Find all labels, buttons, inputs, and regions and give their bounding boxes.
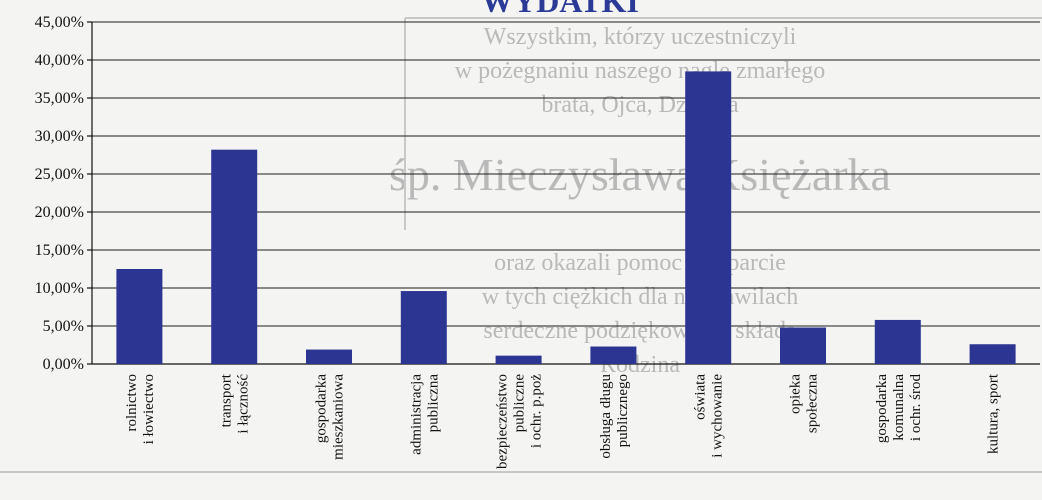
x-tick-label-line: publiczne [512,374,528,433]
x-tick-label-line: i łowiectwo [141,374,157,444]
x-tick-label-line: oświata [693,374,709,420]
x-tick-label: transport i łączność [219,373,252,433]
y-tick-label: 5,00% [43,318,84,335]
x-tick-label-line: gospodarka [874,374,890,443]
x-tick-label: opieka społeczna [788,374,821,433]
x-tick-label: bezpieczeństwo publiczne i ochr. p.poż [495,374,545,469]
x-tick-label-line: i wychowanie [710,374,726,458]
bar [874,319,921,364]
y-tick-label: 10,00% [35,280,84,297]
x-tick-label-line: opieka [788,374,804,414]
x-tick-label: oświata i wychowanie [693,374,726,458]
bar [211,149,258,364]
x-tick-label-line: administracja [408,374,424,455]
y-tick-label: 25,00% [35,166,84,183]
x-tick-label-line: i ochr. p.poż [529,374,545,448]
x-tick-label: administracja publiczna [408,374,441,455]
x-tick-label-line: transport [219,373,235,427]
bar [590,346,637,364]
x-tick-labels: rolnictwo i łowiectwo transport i łączność g… [124,373,1002,469]
x-tick-label: rolnictwo i łowiectwo [124,374,157,444]
x-tick-label-line: publicznego [615,374,631,447]
y-tick-label: 35,00% [35,90,84,107]
x-tick-label-line: rolnictwo [124,374,140,432]
bar [495,355,542,364]
bar [969,344,1016,364]
background-text-line: w pożegnaniu naszego nagle zmarłego [455,58,826,84]
x-tick-label-line: mieszkaniowa [331,374,347,460]
bar [685,71,732,365]
x-tick-label: gospodarka mieszkaniowa [314,374,347,460]
x-tick-label-line: kultura, sport [986,373,1002,454]
x-tick-label-line: obsługa długu [598,374,614,459]
bar [780,327,826,364]
x-tick-label-line: komunalna [891,374,907,441]
background-text-line: oraz okazali pomoc i wsparcie [494,250,786,276]
bar [306,349,352,364]
y-tick-label: 20,00% [35,204,84,221]
y-tick-label: 15,00% [35,242,84,259]
x-tick-label: kultura, sport [986,373,1002,454]
y-tick-label: 45,00% [35,14,84,31]
bar [116,269,163,364]
y-tick-labels: 0,00% 5,00% 10,00% 15,00% 20,00% 25,00% 30,00%… [35,14,84,373]
x-tick-label-line: społeczna [805,374,821,433]
x-tick-label-line: bezpieczeństwo [495,374,511,469]
background-text-line: Wszystkim, którzy uczestniczyli [484,24,797,50]
x-tick-label-line: gospodarka [314,374,330,443]
x-tick-label-line: i łączność [236,374,252,434]
y-tick-label: 40,00% [35,52,84,69]
y-tick-label: 0,00% [43,356,84,373]
x-tick-label: obsługa długu publicznego [598,374,631,459]
chart-title: WYDATKI [481,0,639,19]
x-tick-label-line: publiczna [425,374,441,433]
x-tick-label: gospodarka komunalna i ochr. środ [874,374,924,444]
background-text-line: serdeczne podziękowania składa [483,318,797,344]
x-tick-label-line: i ochr. środ [908,374,924,442]
background-newspaper-text: Wszystkim, którzy uczestniczyli w pożegna… [0,17,1042,473]
bar [400,291,447,364]
bars [116,71,1016,365]
y-tick-label: 30,00% [35,128,84,145]
